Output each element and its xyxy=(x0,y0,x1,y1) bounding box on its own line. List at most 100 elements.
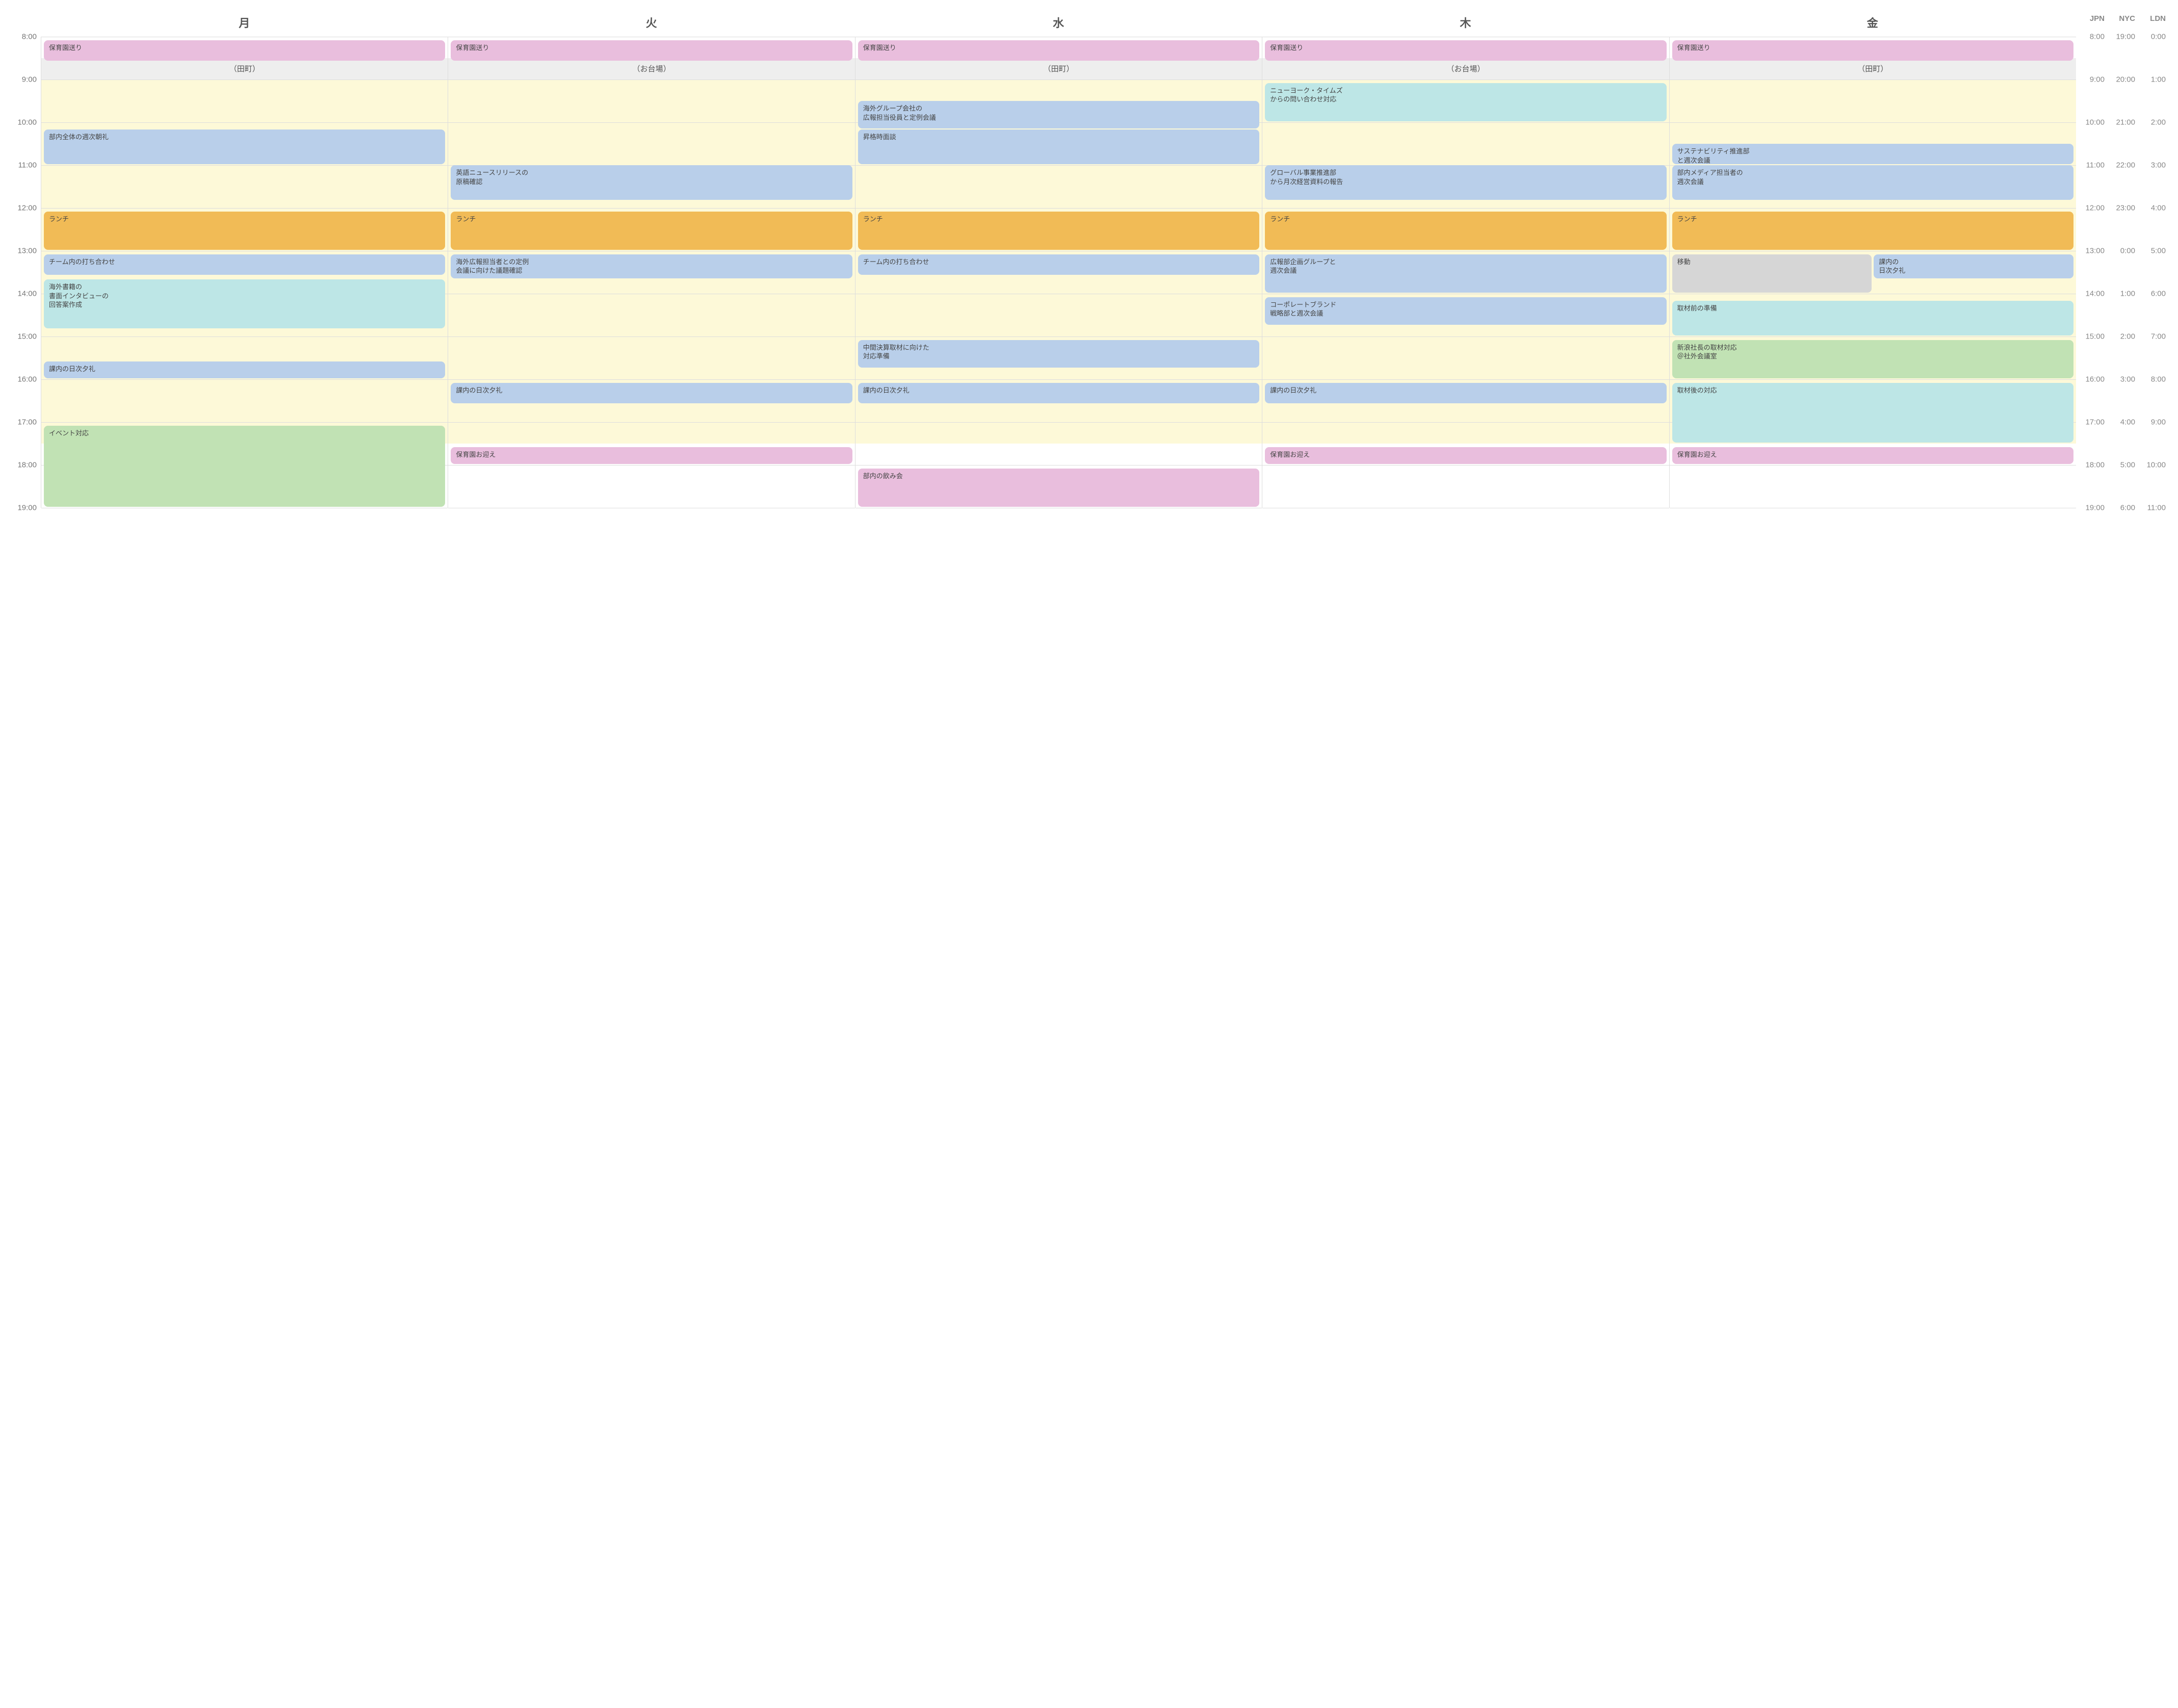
calendar-event[interactable]: 保育園お迎え xyxy=(1672,447,2073,464)
tz-hour-label: 19:00 xyxy=(2116,33,2135,41)
calendar-event[interactable]: ランチ xyxy=(858,212,1259,250)
tz-hour-label: 14:00 xyxy=(2085,290,2105,298)
calendar-event[interactable]: 課内の日次夕礼 xyxy=(451,383,852,403)
hour-label: 18:00 xyxy=(17,461,37,470)
tz-hour-label: 5:00 xyxy=(2151,247,2166,255)
hour-label: 10:00 xyxy=(17,118,37,127)
calendar-event[interactable]: 保育園送り xyxy=(858,40,1259,61)
calendar-event[interactable]: 中間決算取材に向けた対応準備 xyxy=(858,340,1259,368)
hour-label: 9:00 xyxy=(22,75,37,84)
calendar-event[interactable]: ランチ xyxy=(1672,212,2073,250)
calendar-event[interactable]: ランチ xyxy=(1265,212,1666,250)
calendar-event[interactable]: 部内全体の週次朝礼 xyxy=(44,130,445,164)
calendar-event[interactable]: 保育園お迎え xyxy=(451,447,852,464)
day-header: 火 xyxy=(448,10,854,37)
tz-hour-label: 6:00 xyxy=(2151,290,2166,298)
calendar-event[interactable]: 海外書籍の書面インタビューの回答案作成 xyxy=(44,279,445,328)
calendar-event[interactable]: チーム内の打ち合わせ xyxy=(44,254,445,275)
calendar-event[interactable]: 部内メディア担当者の週次会議 xyxy=(1672,165,2073,200)
tz-hour-label: 2:00 xyxy=(2120,332,2135,341)
location-label: （お台場） xyxy=(1262,63,1669,74)
day-header: 木 xyxy=(1262,10,1669,37)
location-label: （田町） xyxy=(1670,63,2076,74)
hour-label: 8:00 xyxy=(22,33,37,41)
tz-hour-label: 0:00 xyxy=(2151,33,2166,41)
calendar-event[interactable]: 保育園お迎え xyxy=(1265,447,1666,464)
hour-label: 14:00 xyxy=(17,290,37,298)
calendar-event[interactable]: 保育園送り xyxy=(1672,40,2073,61)
tz-hour-label: 11:00 xyxy=(2086,161,2105,170)
calendar-event[interactable]: 昇格時面談 xyxy=(858,130,1259,164)
calendar-event[interactable]: ニューヨーク・タイムズからの問い合わせ対応 xyxy=(1265,83,1666,121)
location-label: （田町） xyxy=(855,63,1262,74)
calendar-event[interactable]: チーム内の打ち合わせ xyxy=(858,254,1259,275)
calendar-event[interactable]: 課内の日次夕礼 xyxy=(858,383,1259,403)
calendar-event[interactable]: 取材後の対応 xyxy=(1672,383,2073,443)
day-column: （お台場）保育園送り英語ニュースリリースの原稿確認ランチ海外広報担当者との定例会… xyxy=(448,37,854,508)
tz-hour-label: 5:00 xyxy=(2120,461,2135,470)
tz-hour-label: 22:00 xyxy=(2116,161,2135,170)
calendar-event[interactable]: 新浪社長の取材対応＠社外会議室 xyxy=(1672,340,2073,378)
day-column: （田町） 保育園送り部内全体の週次朝礼ランチチーム内の打ち合わせ海外書籍の書面イン… xyxy=(41,37,448,508)
tz-hour-label: 4:00 xyxy=(2120,418,2135,427)
tz-hour-label: 1:00 xyxy=(2120,290,2135,298)
tz-hour-label: 6:00 xyxy=(2120,504,2135,512)
day-column: （お台場） 保育園送りニューヨーク・タイムズからの問い合わせ対応グローバル事業推進… xyxy=(1262,37,1669,508)
tz-hour-label: 20:00 xyxy=(2116,75,2135,84)
time-axis: 8:009:0010:0011:0012:0013:0014:0015:0016… xyxy=(10,37,41,508)
tz-hour-label: 12:00 xyxy=(2085,204,2105,213)
day-column: （田町） 保育園送り海外グループ会社の広報担当役員と定例会議昇格時面談ランチチーム… xyxy=(855,37,1262,508)
tz-hour-label: 2:00 xyxy=(2151,118,2166,127)
tz-hour-label: 9:00 xyxy=(2151,418,2166,427)
calendar-event[interactable]: ランチ xyxy=(451,212,852,250)
calendar-event[interactable]: 保育園送り xyxy=(1265,40,1666,61)
tz-hour-label: 0:00 xyxy=(2120,247,2135,255)
calendar-event[interactable]: サステナビリティ推進部と週次会議 xyxy=(1672,144,2073,164)
tz-hour-label: 8:00 xyxy=(2090,33,2105,41)
tz-hour-label: 17:00 xyxy=(2085,418,2105,427)
day-header: 水 xyxy=(855,10,1262,37)
tz-hour-label: 4:00 xyxy=(2151,204,2166,213)
tz-hour-label: 9:00 xyxy=(2090,75,2105,84)
tz-hour-label: 16:00 xyxy=(2085,375,2105,384)
tz-hour-label: 15:00 xyxy=(2085,332,2105,341)
tz-hour-label: 13:00 xyxy=(2085,247,2105,255)
tz-hour-label: 8:00 xyxy=(2151,375,2166,384)
hour-label: 19:00 xyxy=(17,504,37,512)
calendar-event[interactable]: 保育園送り xyxy=(451,40,852,61)
day-header: 金 xyxy=(1669,10,2076,37)
calendar-event[interactable]: 課内の日次夕礼 xyxy=(1874,254,2073,279)
tz-hour-label: 10:00 xyxy=(2085,118,2105,127)
hour-label: 16:00 xyxy=(17,375,37,384)
tz-column: 19:0020:0021:0022:0023:000:001:002:003:0… xyxy=(2107,37,2137,508)
day-column: （田町） 保育園送りサステナビリティ推進部と週次会議部内メディア担当者の週次会議ラ… xyxy=(1669,37,2076,508)
tz-hour-label: 23:00 xyxy=(2116,204,2135,213)
calendar-event[interactable]: 海外グループ会社の広報担当役員と定例会議 xyxy=(858,101,1259,128)
tz-column: 0:001:002:003:004:005:006:007:008:009:00… xyxy=(2137,37,2168,508)
calendar-event[interactable]: 取材前の準備 xyxy=(1672,301,2073,335)
calendar-event[interactable]: 課内の日次夕礼 xyxy=(1265,383,1666,403)
tz-hour-label: 3:00 xyxy=(2120,375,2135,384)
calendar-event[interactable]: イベント対応 xyxy=(44,426,445,507)
location-label: （田町） xyxy=(41,63,448,74)
calendar-event[interactable]: 課内の日次夕礼 xyxy=(44,361,445,378)
calendar-event[interactable]: 広報部企画グループと週次会議 xyxy=(1265,254,1666,293)
tz-hour-label: 19:00 xyxy=(2085,504,2105,512)
hour-label: 13:00 xyxy=(17,247,37,255)
tz-hour-label: 7:00 xyxy=(2151,332,2166,341)
calendar-event[interactable]: グローバル事業推進部から月次経営資料の報告 xyxy=(1265,165,1666,200)
calendar-event[interactable]: コーポレートブランド戦略部と週次会議 xyxy=(1265,297,1666,325)
day-header: 月 xyxy=(41,10,448,37)
tz-hour-label: 10:00 xyxy=(2146,461,2166,470)
hour-label: 17:00 xyxy=(17,418,37,427)
calendar-event[interactable]: 部内の飲み会 xyxy=(858,469,1259,507)
calendar-event[interactable]: 海外広報担当者との定例会議に向けた議題確認 xyxy=(451,254,852,279)
tz-hour-label: 3:00 xyxy=(2151,161,2166,170)
calendar-event[interactable]: ランチ xyxy=(44,212,445,250)
tz-hour-label: 1:00 xyxy=(2151,75,2166,84)
calendar-event[interactable]: 英語ニュースリリースの原稿確認 xyxy=(451,165,852,200)
calendar-event[interactable]: 移動 xyxy=(1672,254,1872,293)
tz-hour-label: 11:00 xyxy=(2147,504,2166,512)
weekly-schedule: 月火水木金JPNNYCLDN8:009:0010:0011:0012:0013:… xyxy=(10,10,2168,508)
calendar-event[interactable]: 保育園送り xyxy=(44,40,445,61)
